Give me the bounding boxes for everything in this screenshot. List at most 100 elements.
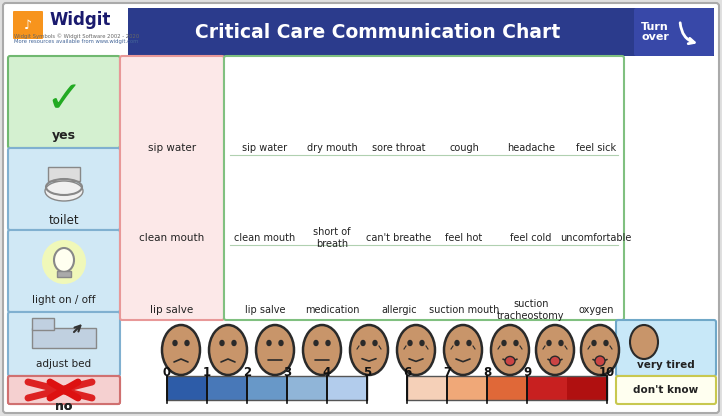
Text: suction
tracheostomy: suction tracheostomy [497, 299, 565, 321]
Bar [487, 376, 527, 400]
Ellipse shape [350, 325, 388, 375]
FancyBboxPatch shape [8, 56, 120, 148]
Text: sip water: sip water [243, 143, 287, 153]
Text: lip salve: lip salve [150, 305, 193, 315]
FancyBboxPatch shape [616, 320, 716, 376]
Text: no: no [56, 399, 73, 413]
FancyBboxPatch shape [3, 3, 719, 413]
Text: Widgit Symbols © Widgit Software 2002 - 2020: Widgit Symbols © Widgit Software 2002 - … [14, 33, 139, 39]
Text: headache: headache [507, 143, 555, 153]
Text: 9: 9 [523, 366, 531, 379]
Bar [57, 271, 71, 277]
Ellipse shape [514, 341, 518, 346]
FancyBboxPatch shape [8, 312, 120, 376]
Text: feel hot: feel hot [445, 233, 482, 243]
Text: 4: 4 [323, 366, 331, 379]
Bar [447, 376, 487, 400]
Bar [367, 376, 407, 400]
Text: toilet: toilet [48, 213, 79, 226]
Text: feel cold: feel cold [510, 233, 552, 243]
Ellipse shape [373, 341, 377, 346]
Ellipse shape [256, 325, 294, 375]
FancyBboxPatch shape [8, 230, 120, 312]
Bar [247, 376, 287, 400]
Ellipse shape [54, 248, 74, 272]
Text: don't know: don't know [633, 385, 699, 395]
Ellipse shape [604, 341, 608, 346]
Ellipse shape [279, 341, 283, 346]
Text: cough: cough [449, 143, 479, 153]
Bar [207, 376, 247, 400]
Text: dry mouth: dry mouth [307, 143, 357, 153]
Ellipse shape [42, 240, 86, 284]
Ellipse shape [232, 341, 236, 346]
Text: light on / off: light on / off [32, 295, 96, 305]
Ellipse shape [326, 341, 330, 346]
Text: 0: 0 [163, 366, 171, 379]
Ellipse shape [455, 341, 459, 346]
Ellipse shape [502, 341, 506, 346]
Bar [32, 318, 54, 330]
Text: uncomfortable: uncomfortable [560, 233, 632, 243]
Bar [367, 376, 407, 400]
Text: allergic: allergic [381, 305, 417, 315]
Ellipse shape [467, 341, 471, 346]
Text: short of
breath: short of breath [313, 227, 351, 249]
Ellipse shape [173, 341, 177, 346]
Text: 6: 6 [403, 366, 411, 379]
Text: oxygen: oxygen [578, 305, 614, 315]
Text: feel sick: feel sick [576, 143, 616, 153]
Text: medication: medication [305, 305, 360, 315]
FancyBboxPatch shape [8, 376, 120, 404]
Ellipse shape [185, 341, 189, 346]
Text: can't breathe: can't breathe [366, 233, 432, 243]
Text: Critical Care Communication Chart: Critical Care Communication Chart [196, 22, 560, 42]
Bar [567, 376, 607, 400]
Text: clean mouth: clean mouth [235, 233, 295, 243]
Bar [32, 328, 96, 348]
Ellipse shape [491, 325, 529, 375]
Bar [407, 376, 607, 400]
Ellipse shape [314, 341, 318, 346]
Text: Widgit: Widgit [50, 11, 111, 29]
FancyBboxPatch shape [13, 11, 43, 39]
Text: 8: 8 [483, 366, 491, 379]
Ellipse shape [397, 325, 435, 375]
Ellipse shape [550, 356, 560, 366]
Text: suction mouth: suction mouth [429, 305, 499, 315]
Ellipse shape [559, 341, 563, 346]
Ellipse shape [547, 341, 551, 346]
Text: 3: 3 [283, 366, 291, 379]
Text: yes: yes [52, 129, 76, 143]
Text: Turn: Turn [641, 22, 669, 32]
Text: 2: 2 [243, 366, 251, 379]
Ellipse shape [536, 325, 574, 375]
Ellipse shape [361, 341, 365, 346]
Bar [167, 376, 207, 400]
FancyBboxPatch shape [120, 56, 224, 320]
Text: over: over [641, 32, 669, 42]
Text: sip water: sip water [148, 143, 196, 153]
Text: 10: 10 [599, 366, 615, 379]
FancyBboxPatch shape [224, 56, 624, 320]
Bar [8, 8, 136, 56]
Ellipse shape [630, 325, 658, 359]
Ellipse shape [162, 325, 200, 375]
Ellipse shape [444, 325, 482, 375]
Text: 1: 1 [203, 366, 211, 379]
Bar [287, 376, 327, 400]
Text: sore throat: sore throat [373, 143, 426, 153]
FancyBboxPatch shape [8, 376, 120, 404]
Bar [128, 8, 714, 56]
Bar [527, 376, 567, 400]
Bar [167, 376, 367, 400]
Ellipse shape [45, 181, 83, 201]
Text: adjust bed: adjust bed [36, 359, 92, 369]
Text: ✓: ✓ [45, 79, 82, 121]
Bar [48, 167, 80, 181]
Bar [327, 376, 367, 400]
Ellipse shape [303, 325, 341, 375]
Text: lip salve: lip salve [245, 305, 285, 315]
Ellipse shape [581, 325, 619, 375]
Ellipse shape [505, 357, 515, 366]
